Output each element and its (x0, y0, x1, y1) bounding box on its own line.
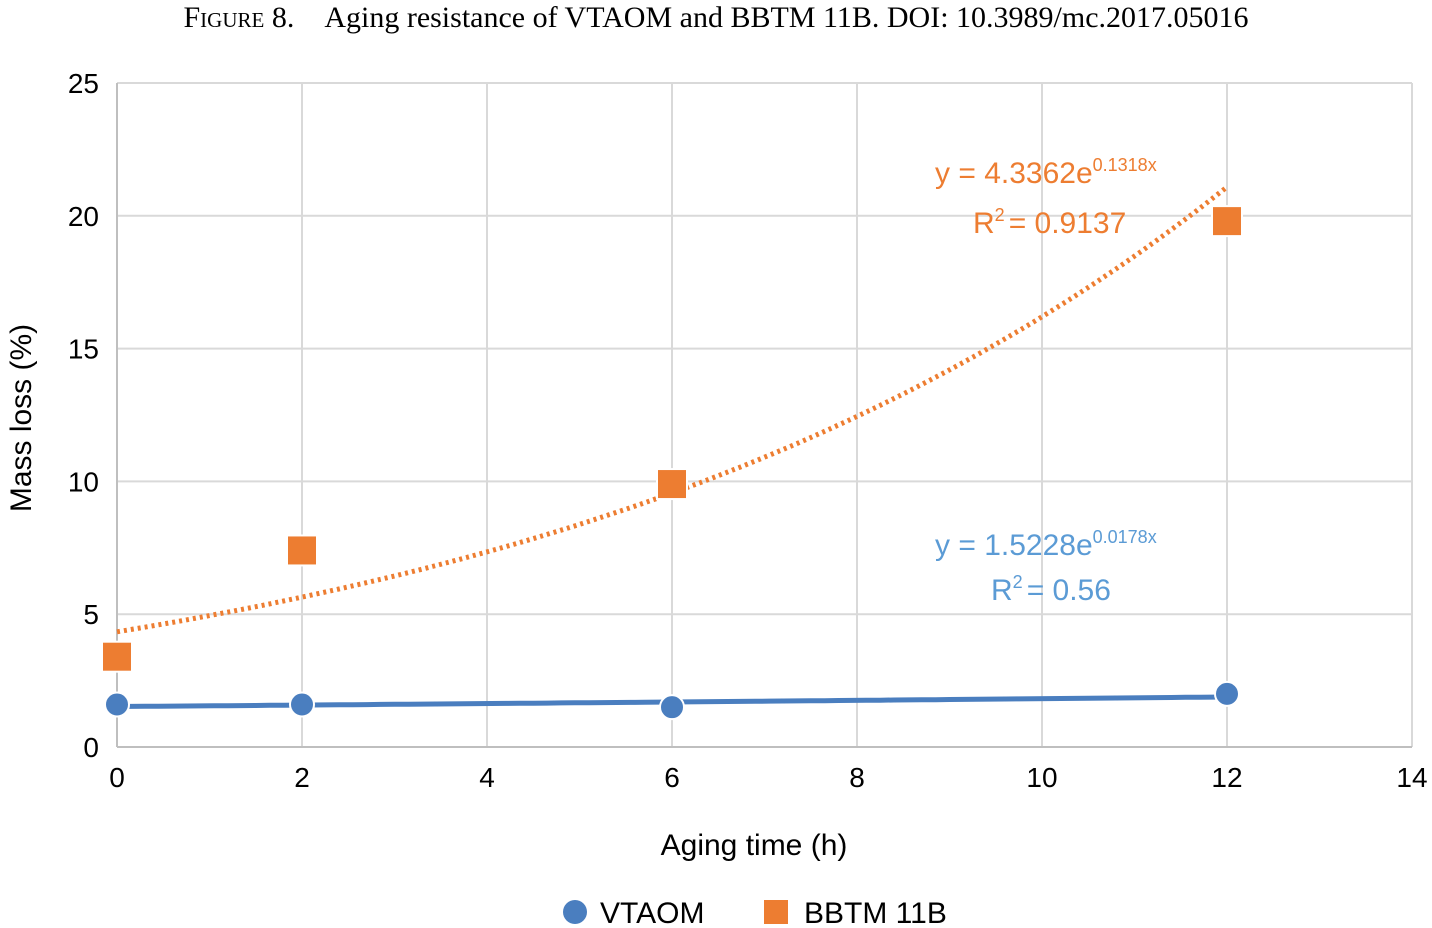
vtaom-r2-label: R (991, 574, 1013, 607)
bbtm-r2-label: R (973, 207, 995, 240)
x-axis-label: Aging time (h) (661, 829, 848, 862)
x-tick-label: 10 (1026, 762, 1057, 793)
data-markers (101, 205, 1243, 721)
svg-text:y = 4.3362e0.1318x: y = 4.3362e0.1318x (935, 155, 1157, 190)
x-tick-label: 2 (294, 762, 310, 793)
vtaom-equation-base: y = 1.5228e (935, 529, 1093, 562)
svg-text:R2= 0.9137: R2 = 0.9137 (973, 205, 1126, 240)
legend-vtaom-marker (563, 900, 587, 924)
legend-vtaom-label: VTAOM (600, 897, 704, 928)
x-tick-label: 0 (109, 762, 125, 793)
figure-number: Figure 8. (183, 1, 295, 34)
vtaom-data-point (659, 694, 685, 721)
vtaom-data-point (104, 691, 130, 718)
y-tick-label: 5 (83, 599, 99, 630)
y-axis-label: Mass loss (%) (5, 324, 38, 512)
vtaom-equation-exponent: 0.0178x (1093, 527, 1157, 547)
gridlines (116, 82, 1413, 748)
bbtm-equation-base: y = 4.3362e (935, 157, 1093, 190)
y-tick-label: 20 (68, 201, 99, 232)
bbtm-data-point (101, 640, 133, 673)
figure-title: Aging resistance of VTAOM and BBTM 11B. … (324, 1, 1249, 34)
x-tick-label: 6 (664, 762, 680, 793)
bbtm-trendline-equation: y = 4.3362e0.1318x R2 = 0.9137 (935, 155, 1157, 240)
y-tick-label: 25 (68, 68, 99, 99)
bbtm-equation-exponent: 0.1318x (1093, 155, 1157, 175)
legend-bbtm-label: BBTM 11B (804, 897, 947, 928)
axes (116, 83, 1412, 748)
vtaom-data-point (1214, 680, 1240, 707)
bbtm-data-point (286, 534, 318, 567)
svg-text:R2= 0.56: R2 = 0.56 (991, 572, 1111, 607)
vtaom-r2-superscript: 2 (1013, 572, 1023, 592)
y-tick-label: 10 (68, 466, 99, 497)
bbtm-r2-value: = 0.9137 (1009, 207, 1127, 240)
x-tick-label: 8 (849, 762, 865, 793)
svg-text:y = 1.5228e0.0178x: y = 1.5228e0.0178x (935, 527, 1157, 562)
x-tick-label: 12 (1211, 762, 1242, 793)
x-tick-label: 14 (1396, 762, 1427, 793)
vtaom-r2-value: = 0.56 (1027, 574, 1111, 607)
tick-labels: 0 2 4 6 8 10 12 14 0 5 10 15 20 25 (68, 68, 1428, 793)
vtaom-data-point (289, 691, 315, 718)
y-tick-label: 15 (68, 334, 99, 365)
figure-caption: Figure 8. Aging resistance of VTAOM and … (0, 0, 1432, 36)
y-tick-label: 0 (83, 732, 99, 763)
legend-bbtm-marker (764, 900, 788, 924)
bbtm-r2-superscript: 2 (995, 205, 1005, 225)
vtaom-trendline-equation: y = 1.5228e0.0178x R2 = 0.56 (935, 527, 1157, 607)
bbtm-data-point (656, 468, 688, 501)
legend: VTAOM BBTM 11B (563, 897, 947, 928)
x-tick-label: 4 (479, 762, 495, 793)
bbtm-data-point (1211, 205, 1243, 238)
